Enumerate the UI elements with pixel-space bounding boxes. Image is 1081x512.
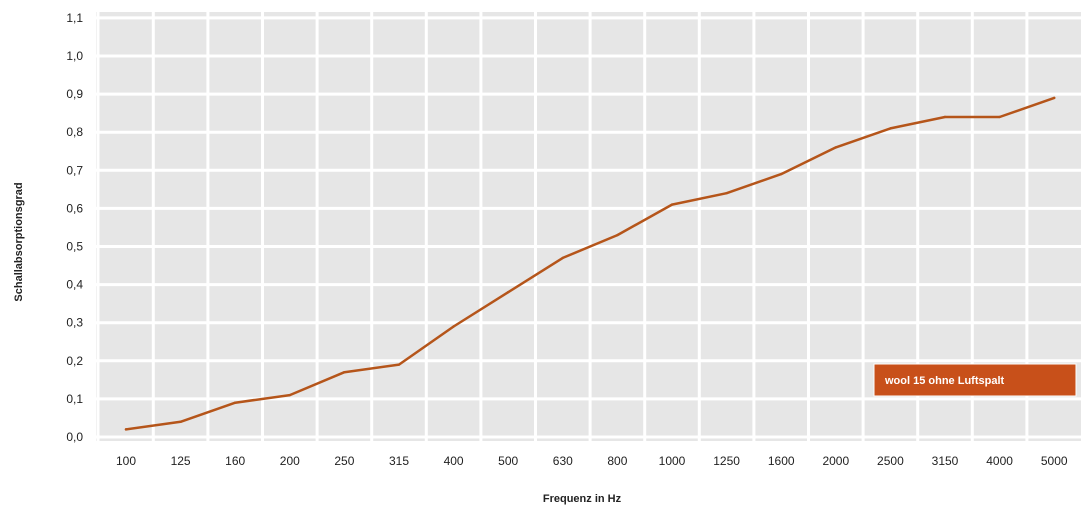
- data-point: [288, 393, 291, 397]
- legend: wool 15 ohne Luftspalt: [873, 363, 1077, 397]
- x-tick-label: 4000: [986, 454, 1013, 468]
- data-point: [561, 256, 564, 260]
- data-point: [670, 203, 674, 206]
- data-point: [1053, 96, 1056, 100]
- series-line: [124, 96, 1056, 431]
- legend-box: [873, 363, 1077, 397]
- data-point: [725, 191, 728, 195]
- x-tick-label: 2000: [822, 454, 849, 468]
- y-tick-label: 0,1: [66, 392, 83, 406]
- y-tick-label: 1,1: [66, 11, 83, 25]
- x-tick-labels: 100 125 160 200 250 315 400 500 630 800 1000 1250 16…: [116, 454, 1068, 468]
- x-tick-label: 125: [171, 454, 191, 468]
- y-tick-label: 0,2: [66, 354, 83, 368]
- data-point: [124, 428, 128, 431]
- data-point: [834, 146, 837, 149]
- x-tick-label: 3150: [932, 454, 959, 468]
- x-tick-label: 400: [444, 454, 464, 468]
- data-point: [507, 291, 510, 294]
- y-tick-label: 0,6: [66, 201, 83, 215]
- y-tick-label: 0,4: [66, 278, 83, 292]
- x-tick-label: 1000: [659, 454, 686, 468]
- data-point: [943, 115, 947, 119]
- y-tick-label: 0,9: [66, 87, 83, 101]
- y-tick-label: 0,8: [66, 125, 83, 139]
- y-axis-title: Schallabsorptionsgrad: [13, 182, 25, 301]
- x-tick-label: 250: [334, 454, 354, 468]
- y-tick-label: 0,7: [66, 163, 83, 177]
- series-layer: [124, 96, 1056, 431]
- data-point: [397, 363, 401, 366]
- data-point: [343, 371, 346, 374]
- x-tick-label: 630: [553, 454, 573, 468]
- y-tick-labels: 0,0 0,1 0,2 0,3 0,4 0,5 0,6 0,7 0,8 0,9 1,0 1,1: [66, 11, 83, 444]
- y-tick-label: 0,0: [66, 430, 83, 444]
- grid-lines: [96, 12, 1081, 441]
- data-point: [234, 401, 237, 404]
- data-point: [889, 127, 892, 130]
- legend-label: wool 15 ohne Luftspalt: [884, 375, 1005, 387]
- x-tick-label: 315: [389, 454, 409, 468]
- data-point: [616, 233, 619, 237]
- x-tick-label: 160: [225, 454, 245, 468]
- y-tick-label: 0,3: [66, 316, 83, 330]
- y-tick-label: 0,5: [66, 240, 83, 254]
- x-tick-label: 100: [116, 454, 136, 468]
- x-tick-label: 5000: [1041, 454, 1068, 468]
- x-axis-title: Frequenz in Hz: [543, 493, 622, 505]
- x-tick-label: 800: [607, 454, 627, 468]
- x-tick-label: 1600: [768, 454, 795, 468]
- x-tick-label: 1250: [713, 454, 740, 468]
- x-tick-label: 500: [498, 454, 518, 468]
- data-point: [998, 115, 1001, 119]
- x-tick-label: 2500: [877, 454, 904, 468]
- x-tick-label: 200: [280, 454, 300, 468]
- data-point: [179, 420, 182, 423]
- data-point: [780, 172, 783, 176]
- data-point: [452, 325, 455, 328]
- y-tick-label: 1,0: [66, 49, 83, 63]
